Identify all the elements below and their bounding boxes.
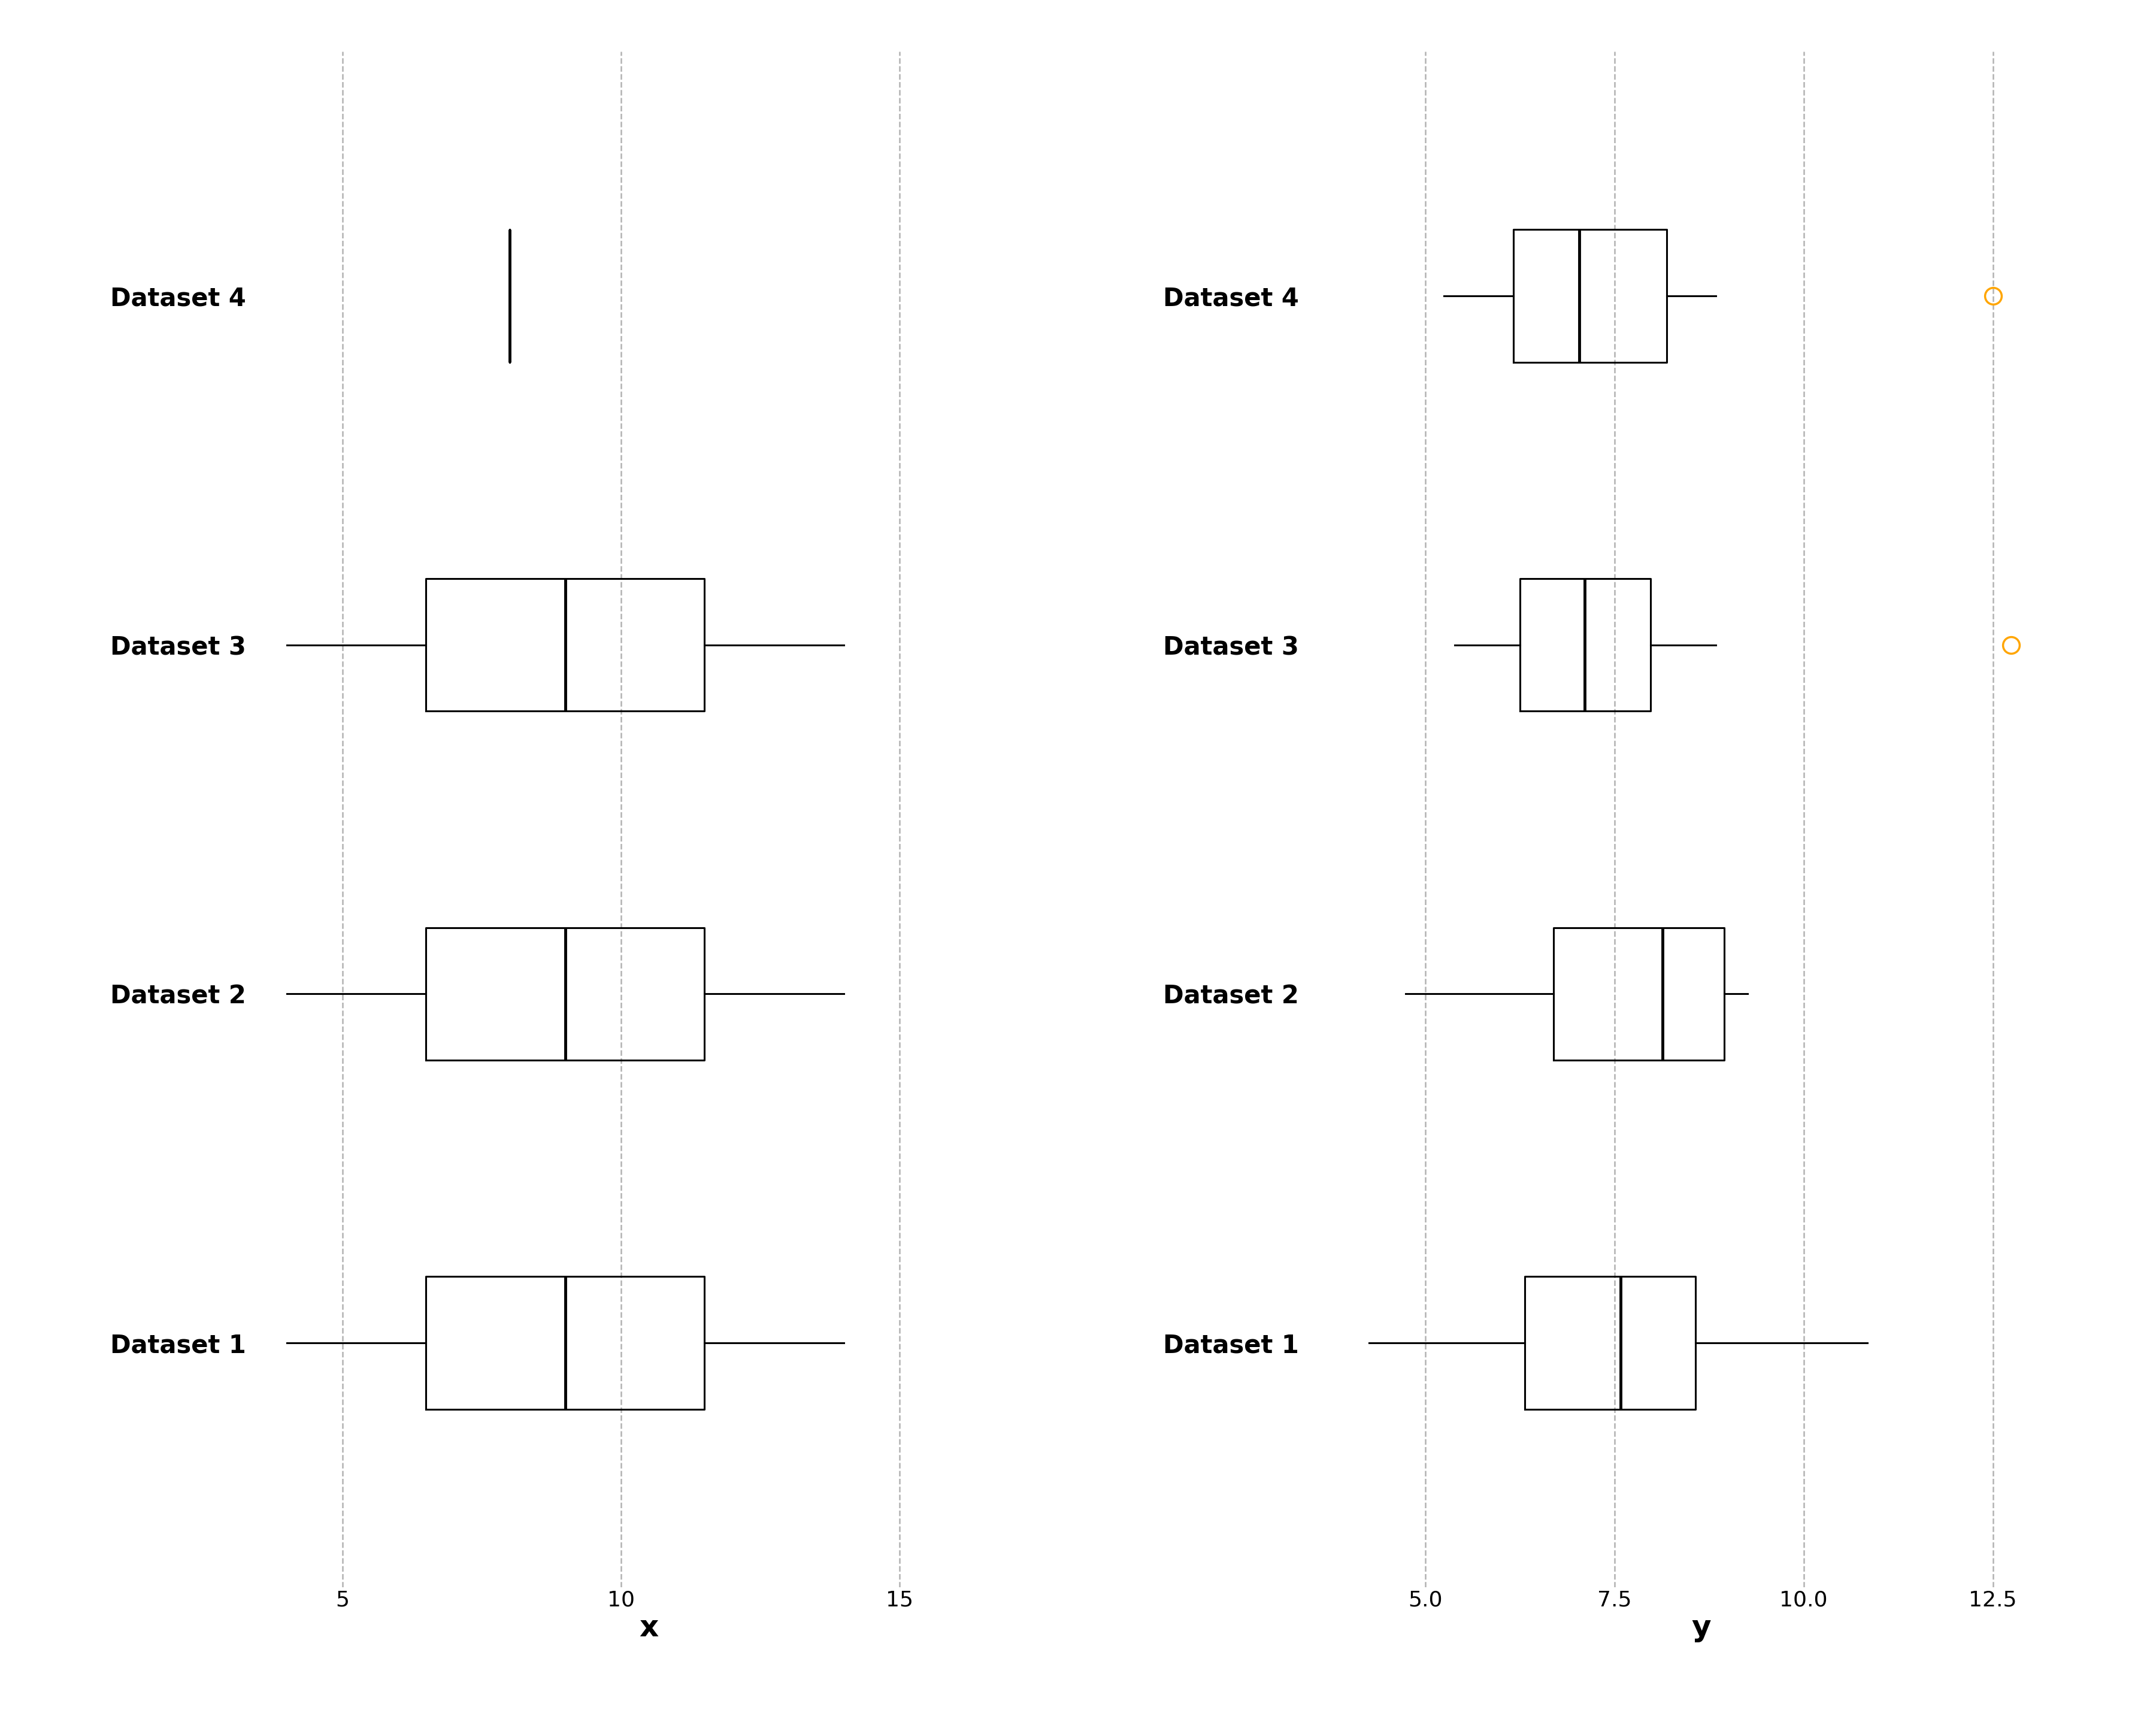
X-axis label: y: y xyxy=(1692,1613,1712,1642)
X-axis label: x: x xyxy=(638,1613,658,1642)
